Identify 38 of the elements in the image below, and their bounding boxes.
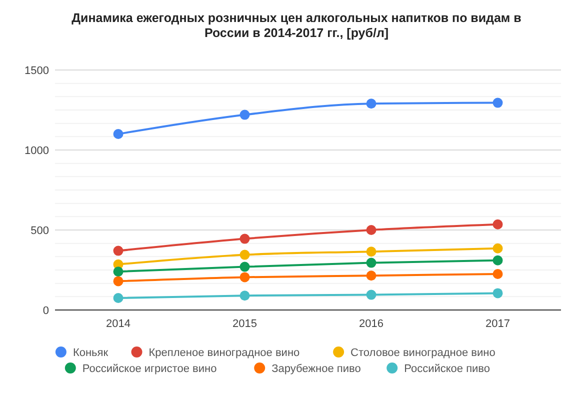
- point: [240, 110, 250, 120]
- point: [113, 293, 124, 303]
- y-tick-label: 1500: [24, 65, 49, 77]
- y-tick-label: 500: [30, 225, 49, 237]
- point: [113, 246, 124, 256]
- legend-label: Столовое виноградное вино: [350, 347, 496, 359]
- chart-title: Динамика ежегодных розничных цен алкогольных напитков по видам в России в 2014-2017 гг., [руб/л]: [72, 11, 522, 40]
- point: [492, 243, 503, 254]
- y-tick-label: 1000: [24, 145, 49, 157]
- point: [366, 225, 376, 235]
- point: [113, 266, 124, 277]
- x-tick-label: 2014: [106, 318, 130, 330]
- legend-label: Коньяк: [72, 347, 108, 359]
- point: [492, 288, 503, 298]
- x-tick-label: 2016: [359, 318, 384, 330]
- point: [366, 258, 376, 268]
- point: [240, 262, 250, 272]
- x-tick-label: 2017: [486, 318, 510, 330]
- x-tick-label: 2015: [232, 318, 257, 330]
- point: [492, 269, 503, 279]
- legend-label: Российское игристое вино: [82, 363, 217, 375]
- point: [366, 98, 376, 109]
- legend-label: Зарубежное пиво: [272, 363, 361, 375]
- point: [492, 219, 503, 230]
- point: [240, 290, 250, 301]
- point: [240, 250, 250, 260]
- point: [240, 234, 250, 244]
- point: [366, 290, 376, 300]
- point: [113, 276, 124, 286]
- legend-label: Крепленое виноградное вино: [148, 347, 300, 359]
- point: [240, 272, 250, 282]
- point: [492, 255, 503, 266]
- point: [113, 129, 124, 139]
- legend-label: Российское пиво: [404, 363, 490, 375]
- point: [492, 98, 503, 108]
- point: [366, 246, 376, 257]
- point: [366, 270, 376, 281]
- y-tick-label: 0: [42, 305, 49, 317]
